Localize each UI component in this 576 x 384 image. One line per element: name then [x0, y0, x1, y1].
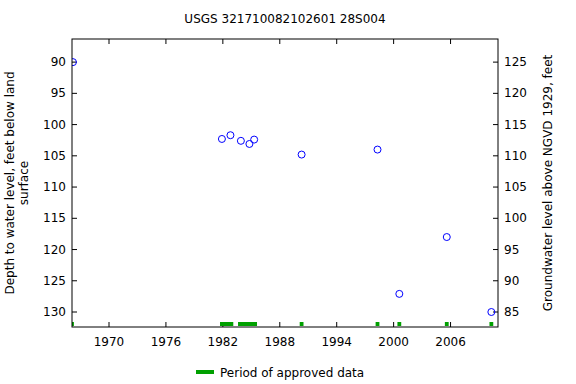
- y-axis-label-line: Depth to water level, feet below land: [3, 71, 17, 294]
- approved-period: [238, 322, 257, 326]
- approved-period: [397, 322, 401, 326]
- background: [0, 0, 576, 384]
- approved-period: [445, 322, 449, 326]
- x-tick: [165, 39, 166, 44]
- y2-tick-label: 125: [504, 55, 527, 69]
- y-tick-label: 90: [51, 55, 66, 69]
- plot-frame: [72, 39, 498, 327]
- y2-tick: [493, 93, 498, 94]
- y2-tick: [493, 187, 498, 188]
- data-point: [227, 132, 234, 139]
- y2-tick: [493, 124, 498, 125]
- data-point: [396, 290, 403, 297]
- y-tick-label: 125: [43, 274, 66, 288]
- y-tick-label: 130: [43, 305, 66, 319]
- y2-tick: [493, 155, 498, 156]
- data-point: [251, 136, 258, 143]
- approved-period: [220, 322, 233, 326]
- data-point: [246, 140, 253, 147]
- x-tick-label: 1994: [321, 335, 352, 349]
- y-tick: [72, 312, 77, 313]
- x-tick-label: 1982: [208, 335, 239, 349]
- y2-tick-label: 120: [504, 86, 527, 100]
- y-tick: [72, 218, 77, 219]
- x-tick-label: 1976: [151, 335, 182, 349]
- y-tick-label: 95: [51, 86, 66, 100]
- y-axis-label-line: surface: [17, 161, 31, 205]
- y-tick-label: 110: [43, 180, 66, 194]
- data-point: [488, 309, 495, 316]
- x-tick: [450, 39, 451, 44]
- y-tick: [72, 249, 77, 250]
- data-point: [374, 146, 381, 153]
- y-tick: [72, 93, 77, 94]
- y2-tick-label: 90: [504, 274, 519, 288]
- data-point: [237, 137, 244, 144]
- y2-tick-label: 115: [504, 118, 527, 132]
- data-point: [72, 59, 76, 66]
- y-tick: [72, 124, 77, 125]
- x-tick: [393, 322, 394, 327]
- y-tick-label: 105: [43, 149, 66, 163]
- x-tick-label: 1988: [265, 335, 296, 349]
- x-tick: [450, 322, 451, 327]
- x-tick-label: 1970: [94, 335, 125, 349]
- approved-period: [376, 322, 380, 326]
- data-point: [443, 234, 450, 241]
- x-tick: [336, 322, 337, 327]
- title: USGS 321710082102601 28S004: [184, 12, 385, 26]
- x-tick: [165, 322, 166, 327]
- legend-swatch: [196, 370, 214, 374]
- x-tick: [279, 39, 280, 44]
- x-tick: [109, 322, 110, 327]
- y2-tick: [493, 218, 498, 219]
- x-tick: [279, 322, 280, 327]
- y-tick: [72, 187, 77, 188]
- y2-tick: [493, 280, 498, 281]
- y2-tick: [493, 312, 498, 313]
- y-axis-label: Depth to water level, feet below landsur…: [3, 71, 31, 294]
- y-tick-label: 120: [43, 243, 66, 257]
- y-tick-label: 115: [43, 211, 66, 225]
- approved-period: [300, 322, 304, 326]
- data-point: [218, 135, 225, 142]
- y2-tick-label: 100: [504, 211, 527, 225]
- x-tick: [336, 39, 337, 44]
- x-tick: [109, 39, 110, 44]
- y2-tick-label: 110: [504, 149, 527, 163]
- y2-axis-label: Groundwater level above NGVD 1929, feet: [541, 54, 555, 311]
- legend-label: Period of approved data: [220, 366, 364, 380]
- x-tick: [393, 39, 394, 44]
- y2-tick-label: 95: [504, 243, 519, 257]
- x-tick: [222, 39, 223, 44]
- data-point: [298, 151, 305, 158]
- y2-tick-label: 85: [504, 305, 519, 319]
- y-tick: [72, 155, 77, 156]
- y-tick-label: 100: [43, 118, 66, 132]
- chart: USGS 321710082102601 28S004 1970 1976 1982 1…: [0, 0, 576, 384]
- y2-tick-label: 105: [504, 180, 527, 194]
- plot-area: [72, 59, 495, 326]
- y-tick: [72, 280, 77, 281]
- y2-tick: [493, 62, 498, 63]
- y2-tick: [493, 249, 498, 250]
- x-tick-label: 2000: [378, 335, 409, 349]
- approved-period: [489, 322, 493, 326]
- x-tick-label: 2006: [435, 335, 466, 349]
